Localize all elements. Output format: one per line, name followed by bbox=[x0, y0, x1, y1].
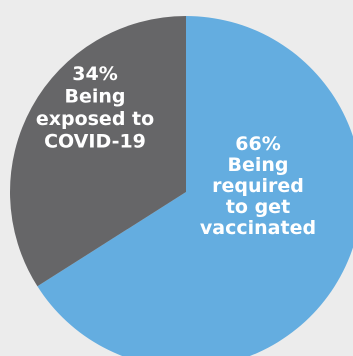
slice-label-2: 34% Being exposed to COVID-19 bbox=[36, 63, 154, 153]
slice-label-line: required bbox=[212, 175, 304, 197]
slice-percent-2: 34% bbox=[72, 63, 117, 85]
pie-slice-2 bbox=[10, 16, 186, 287]
slice-label-line: Being bbox=[64, 86, 125, 108]
slice-label-line: vaccinated bbox=[200, 217, 316, 239]
slice-percent-1: 66% bbox=[235, 133, 280, 155]
slice-label-line: to get bbox=[226, 196, 290, 218]
pie-slice-1 bbox=[37, 16, 353, 356]
slice-label-line: COVID-19 bbox=[44, 131, 146, 153]
slice-label-line: exposed to bbox=[36, 108, 154, 130]
slice-label-1: 66% Being required to get vaccinated bbox=[200, 133, 316, 239]
slice-label-line: Being bbox=[227, 154, 288, 176]
